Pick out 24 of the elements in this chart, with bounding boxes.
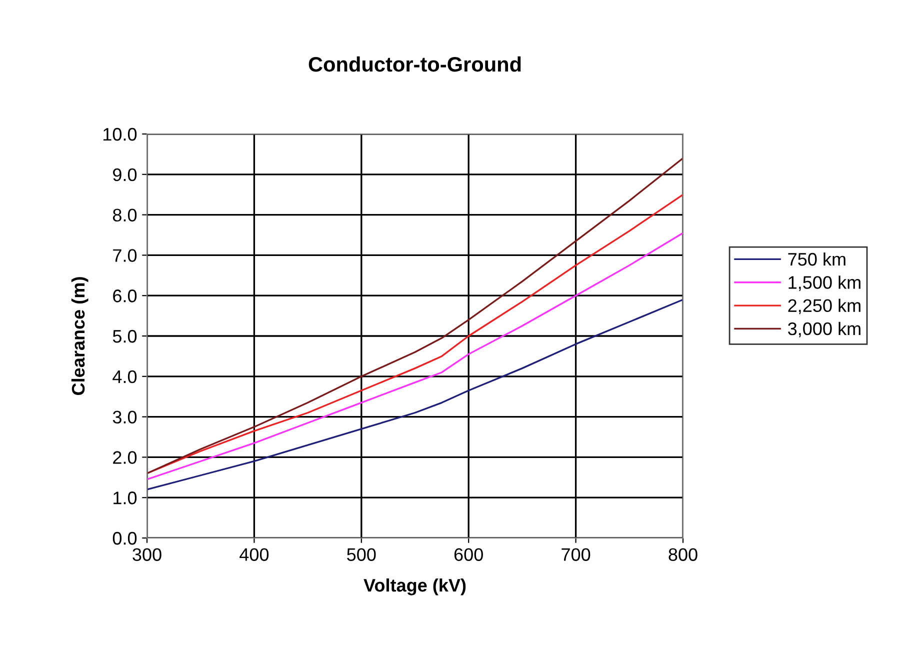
x-tick-label: 500 xyxy=(347,548,376,561)
legend-label: 1,500 km xyxy=(788,276,860,292)
legend-label: 2,250 km xyxy=(788,298,860,314)
y-tick-label: 4.0 xyxy=(112,370,137,384)
y-tick-label: 3.0 xyxy=(112,410,137,424)
x-tick-label: 300 xyxy=(132,548,162,561)
x-axis-title: Voltage (kV) xyxy=(364,578,466,596)
y-tick-label: 10.0 xyxy=(104,128,137,141)
y-tick-label: 2.0 xyxy=(113,451,137,464)
y-tick-label: 0.0 xyxy=(112,532,137,545)
y-axis-title: Clearance (m) xyxy=(71,277,88,395)
x-tick-label: 400 xyxy=(240,548,269,561)
y-tick-label: 8.0 xyxy=(112,208,137,222)
x-tick-label: 800 xyxy=(668,548,698,561)
x-tick-label: 700 xyxy=(562,548,590,561)
legend-label: 3,000 km xyxy=(788,322,860,338)
y-tick-label: 7.0 xyxy=(113,249,137,262)
x-tick-label: 600 xyxy=(454,548,483,561)
y-tick-label: 1.0 xyxy=(114,492,137,504)
chart-title: Conductor-to-Ground xyxy=(308,56,521,72)
y-tick-label: 6.0 xyxy=(113,290,137,302)
legend-label: 750 km xyxy=(788,252,846,266)
y-tick-label: 9.0 xyxy=(113,168,137,182)
y-tick-label: 5.0 xyxy=(112,330,137,343)
